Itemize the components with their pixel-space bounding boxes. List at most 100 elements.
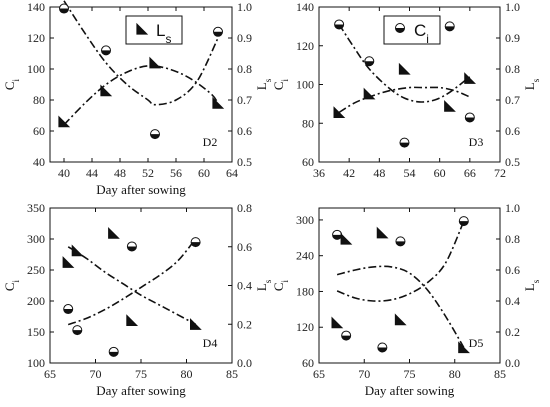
y-left-tick-label: 120 <box>296 320 314 334</box>
ls-point <box>394 313 407 326</box>
panel-tag: D5 <box>469 336 484 350</box>
fit-line-ci <box>338 23 471 103</box>
x-axis-title: Day after sowing <box>96 182 186 197</box>
ci-point <box>341 330 352 341</box>
y-left-tick-label: 240 <box>296 249 314 263</box>
ls-point-edge <box>149 56 162 69</box>
ci-point-half <box>445 26 455 31</box>
y-right-axis-title-main: L <box>254 283 269 291</box>
ci-point-half <box>72 330 82 335</box>
ci-point <box>126 241 137 252</box>
ci-point-half <box>341 335 351 341</box>
x-tick-label: 65 <box>313 367 325 381</box>
ls-point-edge <box>333 106 346 118</box>
fit-line-ls <box>67 246 196 325</box>
ci-point <box>190 237 201 248</box>
ls-point-edge <box>444 100 456 112</box>
legend-ls-marker <box>136 22 149 35</box>
y-left-axis-title: Ci <box>2 78 21 90</box>
panel-d3: 36 42 48 54 60 66 72 60 80 100 120 140 0.5 0.6 0.7 0.8 0… <box>271 0 541 180</box>
ci-point <box>334 19 345 30</box>
ci-point-half <box>101 50 111 55</box>
y-right-tick-label: 0.8 <box>505 232 520 246</box>
x-tick-label: 75 <box>404 367 416 381</box>
x-tick-label: 40 <box>58 166 70 180</box>
y-right-tick-label: 0.6 <box>505 263 520 277</box>
legend-label-main: L <box>156 21 165 40</box>
x-axis-title: Day after sowing <box>96 383 186 398</box>
y-right-tick-label: 1.0 <box>505 0 520 14</box>
ls-point <box>149 56 162 69</box>
legend-ci-marker <box>395 23 405 33</box>
y-left-axis-title-main: C <box>271 81 286 90</box>
x-tick-label: 44 <box>86 166 98 180</box>
x-tick-label: 80 <box>449 367 461 381</box>
y-right-tick-label: 0.6 <box>505 124 520 138</box>
ls-point <box>100 84 113 97</box>
ls-point-edge <box>458 341 470 354</box>
panel-d2: 40 44 48 52 56 60 64 40 60 80 100 120 140 0.5 0.6 0.7 0.… <box>2 0 273 197</box>
y-right-tick-label: 0.9 <box>237 31 252 45</box>
ci-point-half <box>191 242 201 247</box>
ls-point-edge <box>189 318 202 330</box>
fit-line-ls <box>336 265 465 348</box>
y-right-axis-title-main: L <box>522 283 537 291</box>
x-tick-label: 70 <box>90 367 102 381</box>
y-right-tick-label: 1.0 <box>237 0 252 14</box>
y-left-tick-label: 60 <box>33 124 45 138</box>
fit-line-ci <box>67 238 197 326</box>
y-right-tick-label: 0.4 <box>237 279 252 293</box>
legend-label: Ls <box>156 21 171 46</box>
y-right-axis-title: Ls <box>254 279 273 291</box>
ls-point-edge <box>394 313 407 326</box>
legend-label-main: C <box>414 21 426 40</box>
y-left-tick-label: 150 <box>27 325 45 339</box>
y-right-tick-label: 0.9 <box>505 31 520 45</box>
ci-point <box>101 45 111 56</box>
ls-point <box>189 318 202 330</box>
y-left-tick-label: 120 <box>27 31 45 45</box>
ls-point-edge <box>376 226 389 239</box>
y-right-tick-label: 0.0 <box>237 356 252 370</box>
fit-line-ls <box>338 86 471 114</box>
ls-point <box>58 115 71 128</box>
ci-point <box>377 342 388 353</box>
y-left-axis-title-sub: i <box>11 78 21 81</box>
ci-point-half <box>213 31 223 37</box>
x-tick-label: 36 <box>313 166 325 180</box>
panel-tag: D2 <box>203 135 218 149</box>
y-right-tick-label: 0.8 <box>505 62 520 76</box>
ci-point <box>444 21 455 32</box>
ci-point-half <box>395 241 405 246</box>
ls-point <box>464 72 476 84</box>
y-right-tick-label: 0.5 <box>505 155 520 169</box>
ci-point <box>213 26 223 37</box>
ci-point-half <box>127 246 137 251</box>
y-right-axis-title-sub: s <box>531 279 541 283</box>
y-right-axis-title-main: L <box>522 82 537 90</box>
y-right-axis-title: Ls <box>254 78 273 90</box>
ls-point-edge <box>464 72 476 84</box>
ci-point <box>72 325 83 336</box>
x-tick-label: 60 <box>434 166 446 180</box>
legend-label-sub: i <box>426 32 429 46</box>
ls-point-edge <box>398 62 411 75</box>
ls-point-edge <box>331 316 344 329</box>
ci-point <box>395 236 406 247</box>
x-tick-label: 85 <box>226 367 238 381</box>
ci-point-half <box>150 134 160 139</box>
y-left-axis-title-sub: i <box>280 279 290 282</box>
y-right-axis-title: Ls <box>522 78 541 90</box>
y-left-axis-title: Ci <box>2 279 21 291</box>
x-tick-label: 70 <box>358 367 370 381</box>
ls-point <box>212 96 225 109</box>
y-right-axis-title-sub: s <box>263 78 273 82</box>
y-left-tick-label: 180 <box>296 284 314 298</box>
y-left-tick-label: 140 <box>27 0 45 14</box>
y-left-tick-label: 200 <box>27 294 45 308</box>
legend-box <box>383 15 441 45</box>
x-tick-label: 72 <box>494 166 506 180</box>
x-tick-label: 48 <box>373 166 385 180</box>
ls-point-edge <box>62 256 75 268</box>
